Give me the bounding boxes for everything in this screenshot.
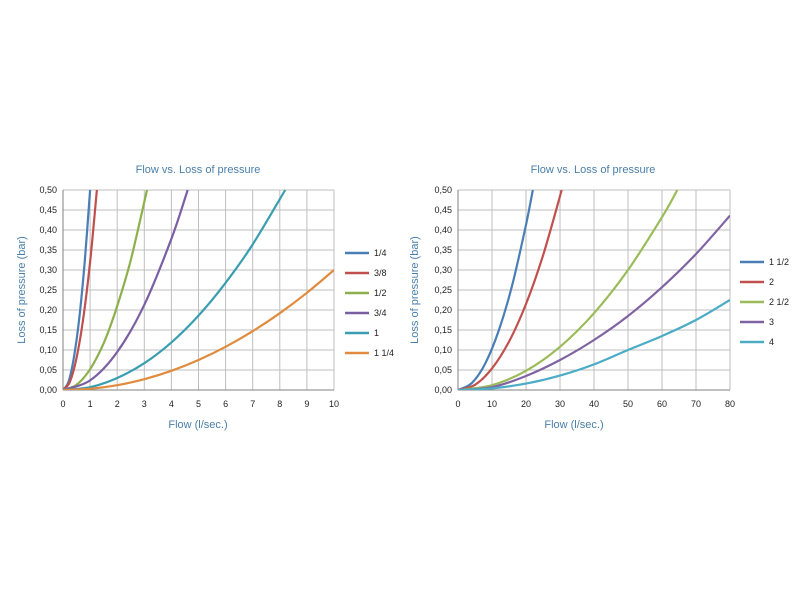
x-tick-label: 5 — [196, 399, 201, 409]
legend-label: 1 — [374, 328, 379, 338]
x-tick-label: 4 — [169, 399, 174, 409]
x-tick-label: 2 — [115, 399, 120, 409]
chart-2-xlabel: Flow (l/sec.) — [544, 419, 603, 431]
chart-1-title: Flow vs. Loss of pressure — [136, 164, 261, 176]
chart-1: 0,00 0,05 0,10 0,15 0,20 0,25 0,30 0,35 0,40 0,45… — [39, 185, 394, 409]
y-tick-label: 0,00 — [39, 385, 57, 395]
x-tick-label: 9 — [304, 399, 309, 409]
x-tick-label: 70 — [691, 399, 701, 409]
x-tick-label: 1 — [88, 399, 93, 409]
legend-label: 2 — [769, 277, 774, 287]
x-tick-label: 40 — [589, 399, 599, 409]
legend-label: 1/4 — [374, 248, 387, 258]
x-tick-label: 60 — [657, 399, 667, 409]
x-tick-label: 80 — [725, 399, 735, 409]
y-tick-label: 0,50 — [39, 185, 57, 195]
y-tick-label: 0,35 — [39, 245, 57, 255]
y-tick-label: 0,10 — [434, 345, 452, 355]
series-line-1 — [63, 189, 287, 390]
series-line-2 — [458, 189, 563, 390]
y-tick-label: 0,50 — [434, 185, 452, 195]
x-tick-label: 50 — [623, 399, 633, 409]
x-tick-label: 8 — [277, 399, 282, 409]
legend-label: 1 1/4 — [374, 348, 394, 358]
series-line-3-8 — [63, 189, 98, 390]
chart-2-ylabel: Loss of pressure (bar) — [409, 236, 421, 344]
y-tick-label: 0,35 — [434, 245, 452, 255]
series-line-4 — [458, 299, 730, 390]
y-tick-label: 0,30 — [434, 265, 452, 275]
y-tick-label: 0,45 — [434, 205, 452, 215]
x-tick-label: 20 — [521, 399, 531, 409]
x-tick-label: 10 — [487, 399, 497, 409]
y-tick-label: 0,40 — [434, 225, 452, 235]
x-tick-label: 0 — [60, 399, 65, 409]
x-tick-label: 0 — [455, 399, 460, 409]
legend-label: 1/2 — [374, 288, 387, 298]
y-tick-label: 0,45 — [39, 205, 57, 215]
chart-2: 0,00 0,05 0,10 0,15 0,20 0,25 0,30 0,35 0,40 0,45… — [434, 185, 789, 409]
series-line-3 — [458, 214, 730, 390]
series-line-1-4 — [63, 189, 92, 390]
y-tick-label: 0,05 — [39, 365, 57, 375]
y-tick-label: 0,15 — [39, 325, 57, 335]
y-tick-label: 0,25 — [434, 285, 452, 295]
series-line-1-2 — [63, 189, 149, 390]
chart-1-xlabel: Flow (l/sec.) — [168, 419, 227, 431]
y-tick-label: 0,40 — [39, 225, 57, 235]
series-line-3-4 — [63, 189, 189, 390]
y-tick-label: 0,30 — [39, 265, 57, 275]
legend-label: 3/4 — [374, 308, 387, 318]
series-line-1-1-2 — [458, 189, 534, 390]
y-tick-label: 0,00 — [434, 385, 452, 395]
y-tick-label: 0,10 — [39, 345, 57, 355]
legend-label: 1 1/2 — [769, 257, 789, 267]
x-tick-label: 6 — [223, 399, 228, 409]
x-tick-label: 30 — [555, 399, 565, 409]
series-line-1-1-4 — [63, 269, 334, 390]
y-tick-label: 0,05 — [434, 365, 452, 375]
y-tick-label: 0,15 — [434, 325, 452, 335]
chart-1-ylabel: Loss of pressure (bar) — [16, 236, 28, 344]
y-tick-label: 0,20 — [434, 305, 452, 315]
legend-label: 4 — [769, 337, 774, 347]
x-tick-label: 10 — [329, 399, 339, 409]
legend-label: 2 1/2 — [769, 297, 789, 307]
x-tick-label: 3 — [142, 399, 147, 409]
y-tick-label: 0,20 — [39, 305, 57, 315]
y-tick-label: 0,25 — [39, 285, 57, 295]
x-tick-label: 7 — [250, 399, 255, 409]
legend-label: 3/8 — [374, 268, 387, 278]
chart-2-title: Flow vs. Loss of pressure — [531, 164, 656, 176]
legend-label: 3 — [769, 317, 774, 327]
series-line-2-1-2 — [458, 189, 679, 390]
